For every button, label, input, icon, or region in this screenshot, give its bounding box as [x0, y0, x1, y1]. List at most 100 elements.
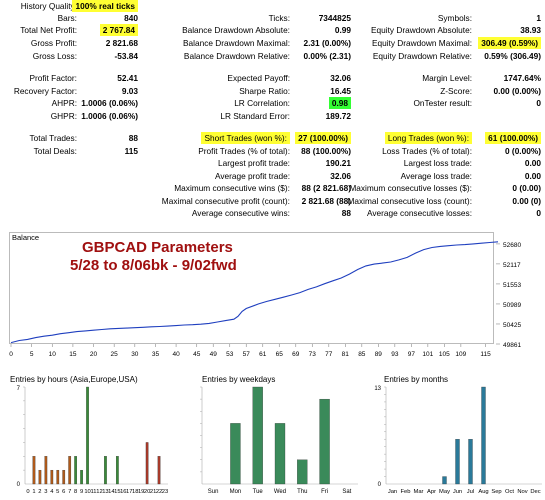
- report-value: 0: [536, 208, 541, 218]
- report-label: Expected Payoff:: [227, 73, 290, 83]
- bar-y-zero-label: 0: [17, 482, 21, 488]
- balance-y-tick-label: 50989: [503, 302, 521, 309]
- report-label: Z-Score:: [440, 86, 472, 96]
- report-label: Profit Trades (% of total):: [198, 146, 290, 156]
- report-label: Maximal consecutive profit (count):: [161, 196, 290, 206]
- balance-x-tick-label: 15: [69, 351, 77, 358]
- report-label: Average consecutive losses:: [367, 208, 472, 218]
- balance-x-tick-label: 25: [111, 351, 119, 358]
- bar: [68, 456, 72, 485]
- report-label: Largest loss trade:: [403, 158, 472, 168]
- report-label: Largest profit trade:: [218, 158, 290, 168]
- report-value: 0.00 (0): [512, 196, 541, 206]
- bar: [319, 398, 330, 485]
- balance-x-tick-label: 20: [90, 351, 98, 358]
- bar-label: 20: [144, 489, 150, 495]
- backtest-report-table: History Quality: 100% real ticks Bars: 840 T…: [0, 0, 545, 220]
- bar-label: Jun: [453, 489, 462, 495]
- balance-y-tick-label: 51553: [503, 282, 521, 289]
- bar-label: Oct: [505, 489, 514, 495]
- report-value: 840: [124, 13, 138, 23]
- report-value: 88: [128, 133, 138, 143]
- report-label: Balance Drawdown Absolute:: [182, 25, 290, 35]
- report-label: Maximum consecutive wins ($):: [174, 183, 290, 193]
- report-label: Maximum consecutive losses ($):: [349, 183, 472, 193]
- bar: [442, 476, 447, 485]
- report-value: 9.03: [121, 86, 138, 96]
- balance-x-tick-label: 35: [152, 351, 160, 358]
- bar-label: 12: [96, 489, 102, 495]
- report-value: -53.84: [114, 51, 138, 61]
- report-value: 1.0006 (0.06%): [81, 111, 138, 121]
- report-value: 7344825: [318, 13, 351, 23]
- bar: [297, 459, 308, 485]
- bar-label: Aug: [478, 489, 488, 495]
- report-label: Margin Level:: [422, 73, 472, 83]
- months-chart-title: Entries by months: [384, 375, 449, 384]
- report-label: Loss Trades (% of total):: [382, 146, 472, 156]
- balance-x-tick-label: 109: [455, 351, 466, 358]
- report-value: 88 (100.00%): [301, 146, 351, 156]
- report-label: Long Trades (won %):: [384, 132, 472, 144]
- report-value: 2.31 (0.00%): [303, 38, 351, 48]
- report-label: Equity Drawdown Relative:: [372, 51, 472, 61]
- report-value: 2 821.68 (88): [301, 196, 351, 206]
- bar-label: Fri: [321, 489, 328, 495]
- bar-label: Feb: [401, 489, 411, 495]
- balance-x-tick-label: 93: [391, 351, 399, 358]
- balance-x-tick-label: 40: [172, 351, 180, 358]
- bar-label: 19: [138, 489, 144, 495]
- bar: [32, 456, 36, 485]
- balance-x-tick-label: 5: [30, 351, 34, 358]
- report-value: 1: [536, 13, 541, 23]
- report-label: Total Net Profit:: [20, 25, 77, 35]
- bar: [116, 456, 119, 485]
- report-value: 52.41: [117, 73, 138, 83]
- report-value: 0.00% (2.31): [303, 51, 351, 61]
- report-label: Ticks:: [268, 13, 290, 23]
- bar-label: 16: [120, 489, 126, 495]
- report-value: 32.06: [330, 73, 351, 83]
- hours-chart-title: Entries by hours (Asia,Europe,USA): [10, 375, 138, 384]
- bar-label: Jan: [388, 489, 397, 495]
- report-value: 189.72: [325, 111, 351, 121]
- report-value: 1747.64%: [503, 73, 541, 83]
- report-value: 2 767.84: [99, 24, 138, 36]
- weekdays-chart-panel: Entries by weekdays Sun Mon Tue Wed Thu Fri Sa…: [200, 375, 360, 500]
- bar-label: 5: [56, 489, 59, 495]
- bar-label: 0: [26, 489, 29, 495]
- bar-label: 15: [114, 489, 120, 495]
- balance-x-tick-label: 105: [439, 351, 450, 358]
- bar-label: 22: [156, 489, 162, 495]
- weekdays-chart: Sun Mon Tue Wed Thu Fri Sat: [200, 386, 358, 495]
- bar-label: Tue: [253, 489, 264, 495]
- bar-label: May: [439, 489, 450, 495]
- bar-label: 4: [50, 489, 54, 495]
- report-label: Balance Drawdown Relative:: [183, 51, 290, 61]
- bar-label: Nov: [517, 489, 527, 495]
- bar: [104, 456, 107, 485]
- months-chart: 13 0 Jan Feb Mar Apr May Jun Jul Aug Sep Oct Nov Dec: [374, 386, 542, 495]
- bar: [230, 423, 241, 485]
- balance-x-tick-label: 61: [259, 351, 267, 358]
- bar: [145, 442, 149, 485]
- report-label: Average loss trade:: [400, 171, 472, 181]
- balance-x-tick-label: 81: [342, 351, 350, 358]
- bar-label: 2: [38, 489, 41, 495]
- report-value: 38.93: [520, 25, 541, 35]
- bar-label: Sun: [208, 489, 219, 495]
- report-value: 0 (0.00): [512, 183, 541, 193]
- report-label: Average consecutive wins:: [191, 208, 290, 218]
- report-label: Average profit trade:: [214, 171, 290, 181]
- bar: [455, 439, 460, 485]
- bar-label: 3: [44, 489, 47, 495]
- bar-label: Jul: [467, 489, 474, 495]
- report-label: Symbols:: [437, 13, 472, 23]
- balance-annotation-line1: GBPCAD Parameters: [82, 239, 233, 256]
- balance-annotation-line2: 5/28 to 8/06bk - 9/02fwd: [70, 257, 237, 274]
- report-label: LR Standard Error:: [220, 111, 290, 121]
- balance-y-tick-label: 50425: [503, 322, 521, 329]
- report-value: 0.99: [334, 25, 351, 35]
- report-value: 88 (2 821.68): [301, 183, 351, 193]
- bar-y-max-label: 7: [17, 386, 21, 392]
